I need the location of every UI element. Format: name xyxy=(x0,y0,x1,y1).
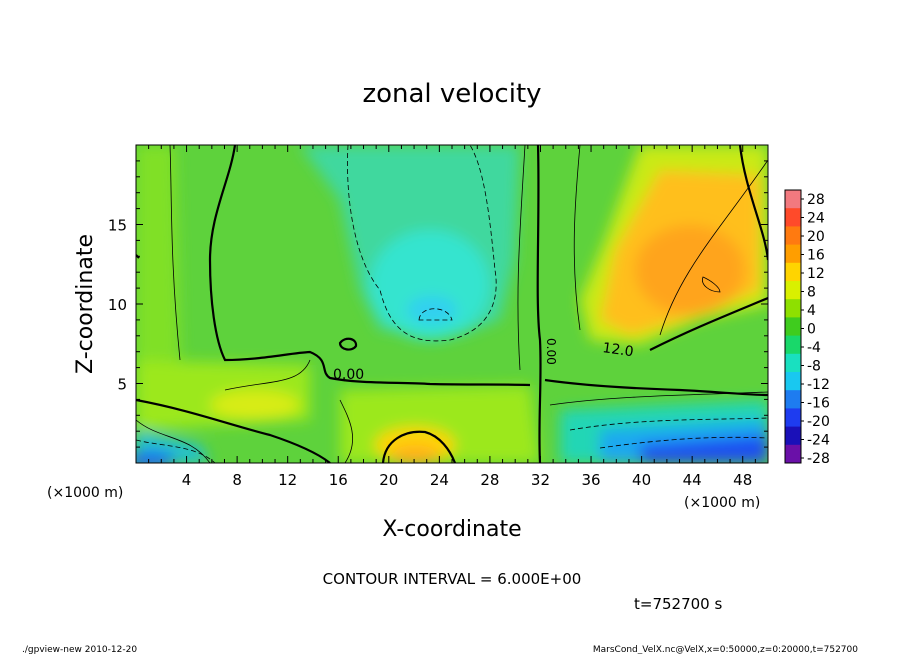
x-tick-label: 44 xyxy=(683,471,702,489)
colorbar-swatch xyxy=(785,190,801,209)
x-tick-label: 40 xyxy=(632,471,651,489)
thick-contours xyxy=(136,145,768,463)
y-axis-title: Z-coordinate xyxy=(73,234,98,374)
colorbar-label: 20 xyxy=(807,229,825,245)
colorbar-swatch xyxy=(785,262,801,282)
x-tick-label: 20 xyxy=(379,471,398,489)
colorbar-swatch xyxy=(785,335,801,355)
colorbar-swatch xyxy=(785,390,801,409)
y-tick-label: 15 xyxy=(108,217,127,235)
contour-label-0-vertical: 0.00 xyxy=(544,338,558,365)
colorbar-swatch xyxy=(785,299,801,318)
chart-title: zonal velocity xyxy=(362,79,541,109)
colorbar-swatch xyxy=(785,353,801,373)
colorbar-swatch xyxy=(785,317,801,337)
x-tick-label: 8 xyxy=(232,471,242,489)
colorbar-swatch xyxy=(785,226,801,246)
footer-left: ./gpview-new 2010-12-20 xyxy=(22,645,137,654)
colorbar-label: -16 xyxy=(807,396,830,412)
y-tick-label: 5 xyxy=(117,376,127,394)
colorbar-label: 12 xyxy=(807,266,825,282)
colorbar-label: -12 xyxy=(807,377,830,393)
footer-right: MarsCond_VelX.nc@VelX,x=0:50000,z=0:2000… xyxy=(593,645,858,654)
x-tick-label: 16 xyxy=(329,471,348,489)
thin-contours xyxy=(136,145,768,463)
x-tick-label: 36 xyxy=(581,471,600,489)
colorbar-label: -28 xyxy=(807,451,830,467)
x-unit-label: (×1000 m) xyxy=(47,485,123,501)
contour-label-0: 0.00 xyxy=(333,367,364,383)
colorbar-swatch xyxy=(785,208,801,227)
colorbar-label: 28 xyxy=(807,192,825,208)
x-tick-label: 4 xyxy=(182,471,192,489)
dashed-contours xyxy=(136,145,768,463)
colorbar: 28 24 20 16 12 8 4 0 -4 -8 -12 -16 -20 -24 -28 xyxy=(784,189,830,467)
colorbar-label: 8 xyxy=(807,285,816,301)
colorbar-label: -24 xyxy=(807,433,830,449)
colorbar-label: 16 xyxy=(807,248,825,264)
colorbar-label: 4 xyxy=(807,303,816,319)
x-tick-label: 48 xyxy=(733,471,752,489)
colorbar-swatch xyxy=(785,372,801,391)
contour-label-12: 12.0 xyxy=(601,340,634,360)
x-tick-label: 24 xyxy=(430,471,449,489)
y-tick-label: 10 xyxy=(108,296,127,314)
time-label: t=752700 s xyxy=(634,595,722,613)
colorbar-label: 24 xyxy=(807,211,825,227)
colorbar-swatch xyxy=(785,426,801,446)
contour-interval: CONTOUR INTERVAL = 6.000E+00 xyxy=(323,570,582,588)
colorbar-label: 0 xyxy=(807,322,816,338)
velocity-field xyxy=(136,145,768,463)
x-tick-label: 32 xyxy=(531,471,550,489)
colorbar-label: -8 xyxy=(807,359,821,375)
colorbar-swatch xyxy=(785,408,801,428)
colorbar-swatch xyxy=(785,244,801,264)
colorbar-swatch xyxy=(785,444,801,464)
colorbar-label: -20 xyxy=(807,414,830,430)
x-axis-title: X-coordinate xyxy=(382,517,521,542)
colorbar-swatch xyxy=(785,281,801,300)
colorbar-label: -4 xyxy=(807,340,821,356)
x-tick-label: 12 xyxy=(278,471,297,489)
x-axis-ticks: 4 8 12 16 20 24 28 32 36 40 44 48 xyxy=(148,145,756,489)
y-unit-label: (×1000 m) xyxy=(684,495,760,511)
y-axis-ticks: 5 10 15 xyxy=(108,160,768,448)
x-tick-label: 28 xyxy=(480,471,499,489)
colorbar-frame xyxy=(784,189,802,464)
